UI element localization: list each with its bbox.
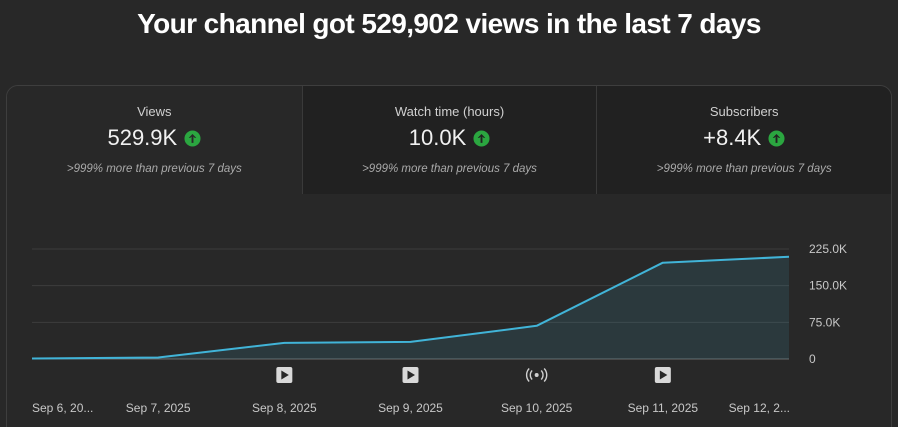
tab-subscribers-value: +8.4K <box>703 125 762 150</box>
video-play-icon[interactable] <box>654 367 671 383</box>
y-tick-label: 75.0K <box>809 315 840 329</box>
tab-watch-time-value: 10.0K <box>408 125 467 150</box>
analytics-card: Views 529.9K >999% more than previous 7 … <box>6 85 892 427</box>
y-tick-label: 150.0K <box>809 279 847 293</box>
tab-watch-time[interactable]: Watch time (hours) 10.0K >999% more than… <box>301 86 597 194</box>
x-tick-label: Sep 11, 2025 <box>628 401 699 415</box>
tab-views-comparison: >999% more than previous 7 days <box>66 163 242 175</box>
views-chart: 0 75.0K 150.0K 225.0K Sep 6, 20... Sep 7, 20… <box>31 242 847 415</box>
arrow-up-circle-icon <box>768 129 785 147</box>
page-headline: Your channel got 529,902 views in the la… <box>137 8 761 39</box>
x-tick-label: Sep 7, 2025 <box>126 401 191 415</box>
y-tick-label: 0 <box>809 352 816 366</box>
metric-tabs: Views 529.9K >999% more than previous 7 … <box>7 86 891 194</box>
live-broadcast-icon[interactable] <box>525 368 548 382</box>
x-tick-label: Sep 10, 2025 <box>501 401 573 415</box>
video-play-icon[interactable] <box>402 367 419 383</box>
video-play-icon[interactable] <box>276 367 293 383</box>
tab-subscribers[interactable]: Subscribers +8.4K >999% more than previo… <box>596 86 891 194</box>
views-area-fill <box>32 256 789 359</box>
tab-views-label: Views <box>137 104 172 119</box>
x-tick-label: Sep 9, 2025 <box>378 401 443 415</box>
tab-watch-time-comparison: >999% more than previous 7 days <box>362 163 537 175</box>
tab-subscribers-label: Subscribers <box>709 104 779 119</box>
y-tick-label: 225.0K <box>809 242 847 256</box>
tab-views-value: 529.9K <box>107 125 178 150</box>
views-series-line <box>31 255 790 360</box>
tab-subscribers-comparison: >999% more than previous 7 days <box>656 163 832 175</box>
tab-views[interactable]: Views 529.9K >999% more than previous 7 … <box>7 86 302 194</box>
arrow-up-circle-icon <box>473 129 490 147</box>
arrow-up-circle-icon <box>184 129 201 147</box>
x-tick-label: Sep 12, 2... <box>729 401 790 415</box>
x-tick-label: Sep 6, 20... <box>32 401 93 415</box>
tab-watch-time-label: Watch time (hours) <box>394 104 505 119</box>
x-tick-label: Sep 8, 2025 <box>252 401 317 415</box>
